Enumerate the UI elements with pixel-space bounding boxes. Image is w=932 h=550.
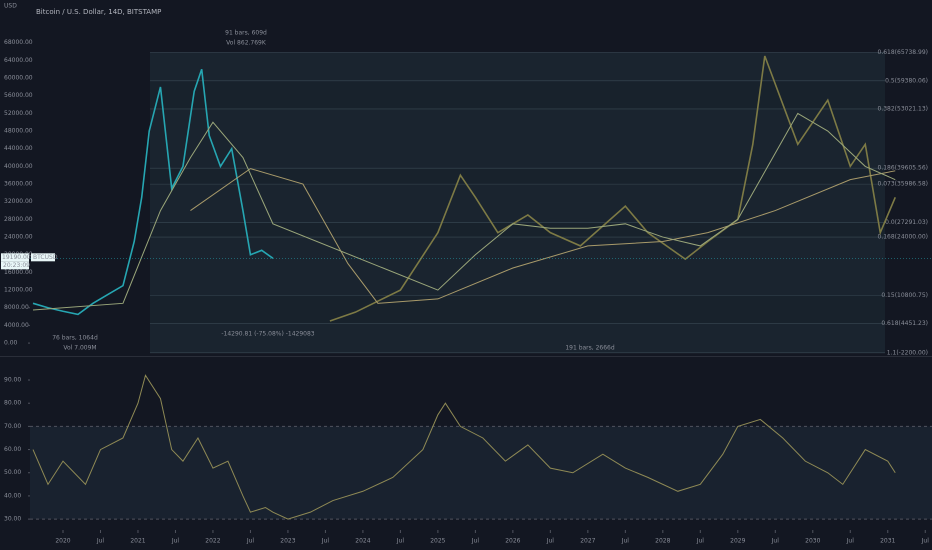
y-tick-label: 28000.00	[4, 216, 33, 223]
annotation: Vol 862.769K	[226, 40, 267, 47]
x-tick-label: Jul	[246, 538, 255, 545]
y-tick-label: 0.00	[4, 340, 18, 347]
y-tick-label: 8000.00	[4, 304, 29, 311]
x-tick-label: Jul	[771, 538, 780, 545]
y-axis-label: USD	[4, 3, 17, 10]
fib-label: 0.618(4451.23)	[881, 320, 928, 327]
y-tick-label: 68000.00	[4, 39, 33, 46]
symbol-tag-text: BTCUSD	[33, 254, 58, 261]
y-tick-label: 90.00	[4, 377, 21, 384]
countdown-text: 20:23:09	[3, 262, 30, 269]
y-tick-label: 50.00	[4, 469, 21, 476]
fib-label: 0.382(53021.13)	[878, 105, 929, 112]
fib-label: 0.168(24000.00)	[878, 234, 929, 241]
fib-label: 0.186(39605.56)	[878, 165, 929, 172]
annotation: 76 bars, 1064d	[52, 335, 98, 342]
x-tick-label: 2023	[280, 538, 295, 545]
symbol-tag	[31, 253, 55, 262]
price-tag-text: 19190.00	[2, 254, 31, 261]
annotation: 191 bars, 2666d	[565, 345, 615, 352]
fib-label: 0.073(35986.58)	[878, 181, 929, 188]
y-tick-label: 40000.00	[4, 163, 33, 170]
x-tick-label: 2029	[730, 538, 745, 545]
series-line	[190, 168, 896, 304]
price-tag	[1, 253, 29, 262]
x-tick-label: 2025	[430, 538, 445, 545]
x-tick-label: 2024	[355, 538, 370, 545]
x-tick-label: 2031	[880, 538, 895, 545]
fib-zone	[150, 80, 885, 109]
fib-zone	[150, 108, 885, 169]
y-tick-label: 24000.00	[4, 234, 33, 241]
x-tick-label: 2022	[205, 538, 220, 545]
y-tick-label: 70.00	[4, 423, 21, 430]
annotation: -14290.81 (-75.08%) -1429083	[221, 331, 314, 338]
x-tick-label: Jul	[621, 538, 630, 545]
fib-zone	[150, 323, 885, 353]
x-tick-label: 2028	[655, 538, 670, 545]
x-tick-label: 2021	[130, 538, 145, 545]
y-tick-label: 40.00	[4, 492, 21, 499]
chart-title: Bitcoin / U.S. Dollar, 14D, BITSTAMP	[36, 8, 161, 16]
fib-zone	[150, 184, 885, 223]
y-tick-label: 44000.00	[4, 145, 33, 152]
fib-label: 0.618(65738.99)	[878, 49, 929, 56]
y-tick-label: 52000.00	[4, 110, 33, 117]
y-tick-label: 16000.00	[4, 269, 33, 276]
y-tick-label: 48000.00	[4, 128, 33, 135]
y-tick-label: 64000.00	[4, 57, 33, 64]
x-tick-label: Jul	[696, 538, 705, 545]
y-tick-label: 60.00	[4, 446, 21, 453]
x-tick-label: 2020	[55, 538, 70, 545]
y-tick-label: 32000.00	[4, 198, 33, 205]
fib-zone	[150, 52, 885, 81]
y-tick-label: 36000.00	[4, 181, 33, 188]
x-tick-label: Jul	[921, 538, 930, 545]
y-tick-label: 60000.00	[4, 75, 33, 82]
annotation: 91 bars, 609d	[225, 30, 267, 37]
y-tick-label: 56000.00	[4, 92, 33, 99]
x-tick-label: Jul	[321, 538, 330, 545]
x-tick-label: Jul	[171, 538, 180, 545]
x-tick-label: Jul	[396, 538, 405, 545]
x-tick-label: 2027	[580, 538, 595, 545]
fib-label: 1.1(-2200.00)	[887, 349, 928, 356]
series-line	[32, 112, 896, 311]
y-tick-label: 4000.00	[4, 322, 29, 329]
series-line	[32, 374, 896, 520]
series-line	[32, 68, 274, 316]
x-tick-label: Jul	[96, 538, 105, 545]
countdown-tag	[1, 261, 29, 270]
x-tick-label: Jul	[546, 538, 555, 545]
fib-label: 0.0(27291.03)	[885, 219, 928, 226]
x-tick-label: Jul	[846, 538, 855, 545]
fib-zones	[150, 52, 885, 353]
y-tick-label: 12000.00	[4, 287, 33, 294]
y-tick-label: 30.00	[4, 516, 21, 523]
rsi-band	[30, 426, 932, 520]
series-line	[329, 55, 896, 322]
y-tick-label: 80.00	[4, 400, 21, 407]
fib-label: 0.15(10800.75)	[881, 292, 928, 299]
x-tick-label: 2026	[505, 538, 520, 545]
fib-zone	[150, 168, 885, 185]
fib-label: 0.5(59380.06)	[885, 77, 928, 84]
x-tick-label: Jul	[471, 538, 480, 545]
fib-zone	[150, 295, 885, 324]
x-tick-label: 2030	[805, 538, 820, 545]
annotation: Vol 7.009M	[63, 345, 96, 352]
